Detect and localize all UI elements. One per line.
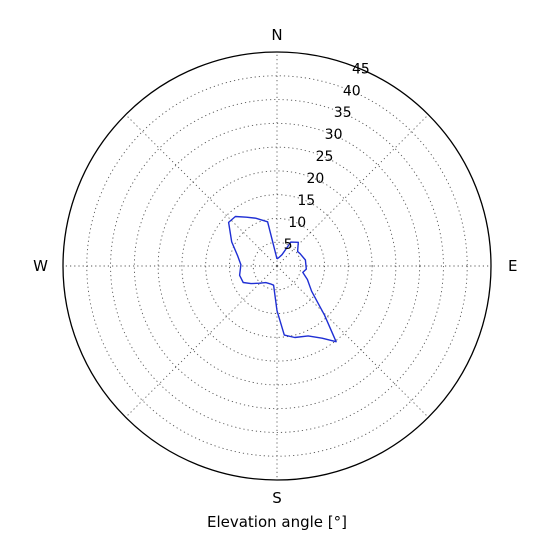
grid-ring [181, 170, 373, 362]
radial-tick-label: 20 [306, 171, 324, 187]
grid-spoke [276, 114, 429, 267]
radial-tick-label: 5 [284, 237, 293, 253]
axis-title: Elevation angle [°] [207, 513, 347, 531]
radial-tick-label: 25 [316, 149, 334, 165]
grid-layer [63, 52, 491, 480]
grid-spoke [276, 265, 429, 418]
radial-tick-labels: 5 10 15 20 25 30 35 40 45 [284, 61, 370, 253]
radial-tick-label: 15 [297, 193, 315, 209]
radial-tick-label: 35 [334, 105, 352, 121]
grid-ring [133, 122, 421, 410]
grid-ring [110, 99, 444, 433]
grid-ring [228, 217, 326, 315]
compass-label-w: W [33, 257, 48, 275]
compass-label-n: N [271, 26, 282, 44]
radial-tick-label: 30 [325, 127, 343, 143]
compass-label-s: S [272, 489, 282, 507]
grid-spoke [125, 265, 278, 418]
elevation-series-line [227, 215, 337, 343]
radial-tick-label: 10 [288, 215, 306, 231]
polar-frame [62, 51, 492, 481]
grid-ring [205, 194, 349, 338]
radial-tick-label: 45 [352, 61, 370, 77]
radial-tick-label: 40 [343, 83, 361, 99]
grid-ring [86, 75, 468, 457]
compass-label-e: E [508, 257, 517, 275]
grid-ring [157, 146, 397, 386]
grid-ring [252, 241, 302, 291]
grid-spoke [125, 114, 278, 267]
